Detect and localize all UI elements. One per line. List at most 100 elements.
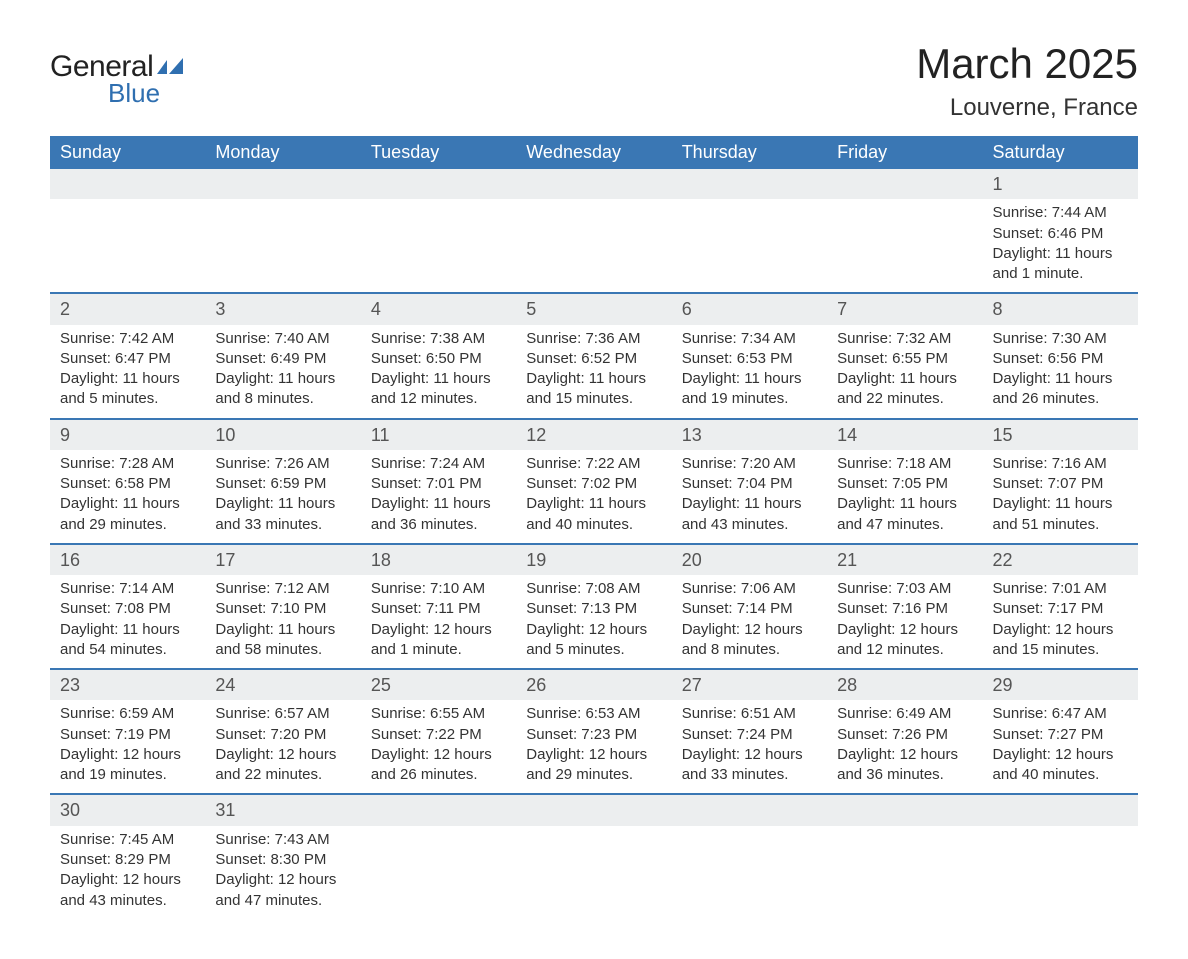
day-detail-cell: Sunrise: 7:10 AMSunset: 7:11 PMDaylight:… [361,575,516,669]
sunrise-text: Sunrise: 6:53 AM [526,704,661,724]
daylight-text: Daylight: 11 hours and 12 minutes. [371,369,506,410]
sunset-text: Sunset: 7:19 PM [60,725,195,745]
sunset-text: Sunset: 7:10 PM [215,599,350,619]
day-number-cell [205,169,360,199]
daylight-text: Daylight: 12 hours and 1 minute. [371,620,506,661]
sunrise-text: Sunrise: 7:18 AM [837,454,972,474]
day-number-cell: 19 [516,544,671,575]
day-detail-row: Sunrise: 7:44 AMSunset: 6:46 PMDaylight:… [50,199,1138,293]
day-detail-cell [516,199,671,293]
day-number-cell [516,794,671,825]
calendar-table: SundayMondayTuesdayWednesdayThursdayFrid… [50,136,1138,919]
daylight-text: Daylight: 12 hours and 5 minutes. [526,620,661,661]
sunset-text: Sunset: 7:01 PM [371,474,506,494]
day-number-cell: 29 [983,669,1138,700]
sunrise-text: Sunrise: 7:32 AM [837,329,972,349]
day-detail-cell: Sunrise: 7:24 AMSunset: 7:01 PMDaylight:… [361,450,516,544]
daylight-text: Daylight: 12 hours and 8 minutes. [682,620,817,661]
month-title: March 2025 [916,40,1138,88]
sunset-text: Sunset: 7:08 PM [60,599,195,619]
sunrise-text: Sunrise: 6:49 AM [837,704,972,724]
day-number-row: 2345678 [50,293,1138,324]
sunrise-text: Sunrise: 7:14 AM [60,579,195,599]
sunset-text: Sunset: 7:14 PM [682,599,817,619]
daylight-text: Daylight: 11 hours and 15 minutes. [526,369,661,410]
day-detail-cell [205,199,360,293]
sunset-text: Sunset: 6:52 PM [526,349,661,369]
weekday-header: Wednesday [516,136,671,169]
daylight-text: Daylight: 11 hours and 43 minutes. [682,494,817,535]
day-number-cell: 17 [205,544,360,575]
daylight-text: Daylight: 12 hours and 26 minutes. [371,745,506,786]
day-number-cell: 1 [983,169,1138,199]
sunrise-text: Sunrise: 7:36 AM [526,329,661,349]
day-number-cell [672,169,827,199]
sunrise-text: Sunrise: 6:59 AM [60,704,195,724]
day-number-cell: 23 [50,669,205,700]
day-detail-cell: Sunrise: 6:47 AMSunset: 7:27 PMDaylight:… [983,700,1138,794]
day-number-row: 23242526272829 [50,669,1138,700]
day-detail-cell: Sunrise: 7:45 AMSunset: 8:29 PMDaylight:… [50,826,205,919]
day-detail-cell: Sunrise: 7:30 AMSunset: 6:56 PMDaylight:… [983,325,1138,419]
daylight-text: Daylight: 11 hours and 22 minutes. [837,369,972,410]
daylight-text: Daylight: 11 hours and 1 minute. [993,244,1128,285]
day-detail-cell [827,199,982,293]
day-number-cell: 14 [827,419,982,450]
day-detail-cell [827,826,982,919]
sunset-text: Sunset: 7:13 PM [526,599,661,619]
weekday-header: Saturday [983,136,1138,169]
sunrise-text: Sunrise: 7:12 AM [215,579,350,599]
day-detail-cell: Sunrise: 7:18 AMSunset: 7:05 PMDaylight:… [827,450,982,544]
sunset-text: Sunset: 7:23 PM [526,725,661,745]
sunrise-text: Sunrise: 7:43 AM [215,830,350,850]
sunrise-text: Sunrise: 7:10 AM [371,579,506,599]
weekday-header: Sunday [50,136,205,169]
daylight-text: Daylight: 12 hours and 15 minutes. [993,620,1128,661]
sunset-text: Sunset: 7:26 PM [837,725,972,745]
day-detail-cell [361,826,516,919]
daylight-text: Daylight: 11 hours and 47 minutes. [837,494,972,535]
day-detail-cell: Sunrise: 7:20 AMSunset: 7:04 PMDaylight:… [672,450,827,544]
sunrise-text: Sunrise: 7:08 AM [526,579,661,599]
day-number-cell: 13 [672,419,827,450]
daylight-text: Daylight: 11 hours and 26 minutes. [993,369,1128,410]
day-detail-cell: Sunrise: 7:36 AMSunset: 6:52 PMDaylight:… [516,325,671,419]
sunset-text: Sunset: 7:04 PM [682,474,817,494]
day-detail-cell: Sunrise: 7:01 AMSunset: 7:17 PMDaylight:… [983,575,1138,669]
day-number-cell: 12 [516,419,671,450]
day-number-cell: 7 [827,293,982,324]
day-detail-cell: Sunrise: 7:43 AMSunset: 8:30 PMDaylight:… [205,826,360,919]
day-detail-cell [983,826,1138,919]
day-number-cell: 18 [361,544,516,575]
day-number-cell: 30 [50,794,205,825]
daylight-text: Daylight: 12 hours and 36 minutes. [837,745,972,786]
day-number-cell: 20 [672,544,827,575]
sunrise-text: Sunrise: 7:16 AM [993,454,1128,474]
day-number-cell: 2 [50,293,205,324]
sunset-text: Sunset: 6:47 PM [60,349,195,369]
day-number-cell [361,169,516,199]
day-number-cell: 6 [672,293,827,324]
sunset-text: Sunset: 6:46 PM [993,224,1128,244]
day-detail-cell: Sunrise: 7:14 AMSunset: 7:08 PMDaylight:… [50,575,205,669]
day-detail-cell: Sunrise: 6:49 AMSunset: 7:26 PMDaylight:… [827,700,982,794]
sunset-text: Sunset: 7:11 PM [371,599,506,619]
day-number-cell: 21 [827,544,982,575]
sunrise-text: Sunrise: 6:51 AM [682,704,817,724]
day-detail-cell: Sunrise: 7:44 AMSunset: 6:46 PMDaylight:… [983,199,1138,293]
sunrise-text: Sunrise: 6:57 AM [215,704,350,724]
day-number-cell: 11 [361,419,516,450]
sunrise-text: Sunrise: 7:06 AM [682,579,817,599]
sunset-text: Sunset: 6:55 PM [837,349,972,369]
day-number-cell: 16 [50,544,205,575]
sunset-text: Sunset: 7:17 PM [993,599,1128,619]
sunrise-text: Sunrise: 7:26 AM [215,454,350,474]
sunrise-text: Sunrise: 7:44 AM [993,203,1128,223]
day-number-cell: 24 [205,669,360,700]
sunrise-text: Sunrise: 7:30 AM [993,329,1128,349]
sunset-text: Sunset: 7:05 PM [837,474,972,494]
sunset-text: Sunset: 7:22 PM [371,725,506,745]
day-detail-cell: Sunrise: 6:57 AMSunset: 7:20 PMDaylight:… [205,700,360,794]
daylight-text: Daylight: 11 hours and 29 minutes. [60,494,195,535]
day-number-cell [672,794,827,825]
